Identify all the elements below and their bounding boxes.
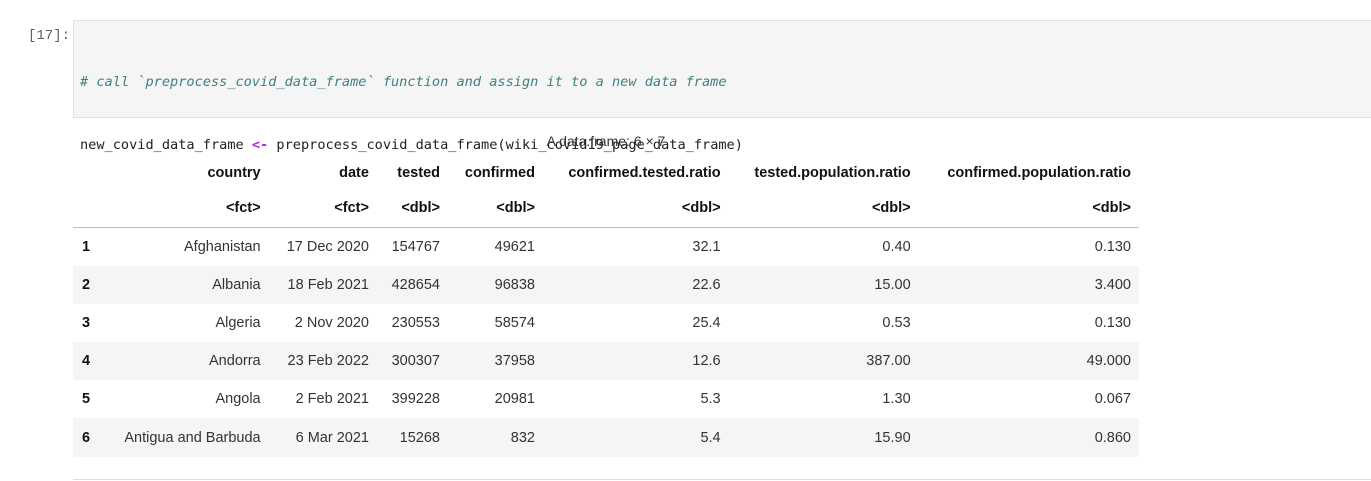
cell-date: 2 Nov 2020: [294, 314, 369, 331]
cell-divider: [73, 479, 1371, 480]
column-header-tested: tested: [397, 165, 440, 181]
table-row: 6 Antigua and Barbuda 6 Mar 2021 15268 8…: [73, 418, 1139, 457]
table-row: 2 Albania 18 Feb 2021 428654 96838 22.6 …: [73, 265, 1139, 304]
row-index: 6: [82, 429, 91, 446]
cell-confirmed-tested-ratio: 12.6: [692, 353, 721, 370]
type-label: <fct>: [268, 189, 377, 228]
table-row: 5 Angola 2 Feb 2021 399228 20981 5.3 1.3…: [73, 380, 1139, 418]
cell-date: 17 Dec 2020: [286, 238, 369, 255]
cell-tested-population-ratio: 15.00: [874, 276, 911, 293]
table-row: 3 Algeria 2 Nov 2020 230553 58574 25.4 0…: [73, 304, 1139, 342]
cell-tested-population-ratio: 0.53: [882, 314, 911, 331]
column-header-confirmed-tested-ratio: confirmed.tested.ratio: [568, 165, 721, 181]
cell-tested: 399228: [391, 391, 440, 408]
code-comment: # call `preprocess_covid_data_frame` fun…: [80, 73, 727, 90]
cell-confirmed: 20981: [494, 391, 535, 408]
cell-tested: 15268: [399, 429, 440, 446]
cell-tested: 300307: [391, 353, 440, 370]
table-type-row: <fct> <fct> <dbl> <dbl> <dbl> <dbl> <dbl…: [73, 189, 1139, 228]
cell-confirmed-tested-ratio: 22.6: [692, 276, 721, 293]
table-header-row: country date tested confirmed confirmed.…: [73, 157, 1139, 189]
cell-country: Algeria: [215, 314, 261, 331]
cell-tested: 154767: [391, 238, 440, 255]
row-index: 3: [82, 314, 91, 331]
cell-confirmed-tested-ratio: 25.4: [692, 314, 721, 331]
cell-confirmed-population-ratio: 0.067: [1094, 391, 1131, 408]
cell-confirmed-population-ratio: 3.400: [1094, 276, 1131, 293]
cell-tested-population-ratio: 15.90: [874, 429, 911, 446]
column-header-tested-population-ratio: tested.population.ratio: [754, 165, 911, 181]
row-index: 2: [82, 276, 91, 293]
type-label: <dbl>: [376, 189, 448, 228]
code-head-call: head(new_covid_data_frame): [80, 265, 293, 282]
cell-date: 2 Feb 2021: [295, 391, 369, 408]
column-header: [73, 157, 101, 189]
column-header-date: date: [339, 165, 369, 181]
column-header-confirmed: confirmed: [464, 165, 535, 181]
data-frame-table: country date tested confirmed confirmed.…: [73, 157, 1139, 457]
cell-date: 6 Mar 2021: [295, 429, 369, 446]
code-cell-editor[interactable]: # call `preprocess_covid_data_frame` fun…: [73, 20, 1371, 281]
cell-confirmed-tested-ratio: 5.3: [700, 391, 721, 408]
cell-confirmed-population-ratio: 0.860: [1094, 429, 1131, 446]
cell-date: 18 Feb 2021: [287, 276, 369, 293]
row-index: 4: [82, 353, 91, 370]
cell-country: Albania: [212, 276, 261, 293]
cell-output: A data.frame: 6 × 7 country date tested …: [73, 125, 1139, 457]
cell-confirmed: 37958: [494, 353, 535, 370]
cell-country: Antigua and Barbuda: [124, 429, 261, 446]
cell-country: Afghanistan: [184, 238, 261, 255]
cell-confirmed-population-ratio: 49.000: [1086, 353, 1131, 370]
cell-confirmed: 832: [510, 429, 535, 446]
column-header-confirmed-population-ratio: confirmed.population.ratio: [947, 165, 1131, 181]
type-label: <dbl>: [448, 189, 543, 228]
row-index: 1: [82, 238, 91, 255]
cell-tested-population-ratio: 0.40: [882, 238, 911, 255]
cell-confirmed-population-ratio: 0.130: [1094, 314, 1131, 331]
type-label: <fct>: [100, 189, 269, 228]
cell-date: 23 Feb 2022: [287, 353, 369, 370]
type-label: <dbl>: [918, 189, 1139, 228]
cell-confirmed: 49621: [494, 238, 535, 255]
cell-confirmed-tested-ratio: 5.4: [700, 429, 721, 446]
table-row: 4 Andorra 23 Feb 2022 300307 37958 12.6 …: [73, 342, 1139, 381]
table-caption: A data.frame: 6 × 7: [546, 133, 666, 149]
type-label: <dbl>: [542, 189, 729, 228]
column-header-country: country: [207, 165, 261, 181]
cell-confirmed-tested-ratio: 32.1: [692, 238, 721, 255]
cell-country: Andorra: [209, 353, 261, 370]
cell-prompt: [17]:: [27, 28, 70, 44]
cell-tested-population-ratio: 387.00: [866, 353, 911, 370]
code-function-call: preprocess_covid_data_frame(wiki_covid19…: [268, 137, 743, 154]
cell-confirmed: 58574: [494, 314, 535, 331]
cell-country: Angola: [215, 391, 261, 408]
cell-tested-population-ratio: 1.30: [882, 391, 911, 408]
type-label: <dbl>: [728, 189, 919, 228]
table-row: 1 Afghanistan 17 Dec 2020 154767 49621 3…: [73, 228, 1139, 266]
cell-tested: 428654: [391, 276, 440, 293]
type-label: [73, 189, 101, 228]
code-assign-target: new_covid_data_frame: [80, 137, 252, 154]
row-index: 5: [82, 391, 91, 408]
cell-tested: 230553: [391, 314, 440, 331]
cell-confirmed: 96838: [494, 276, 535, 293]
assign-operator: <-: [251, 137, 269, 154]
cell-confirmed-population-ratio: 0.130: [1094, 238, 1131, 255]
